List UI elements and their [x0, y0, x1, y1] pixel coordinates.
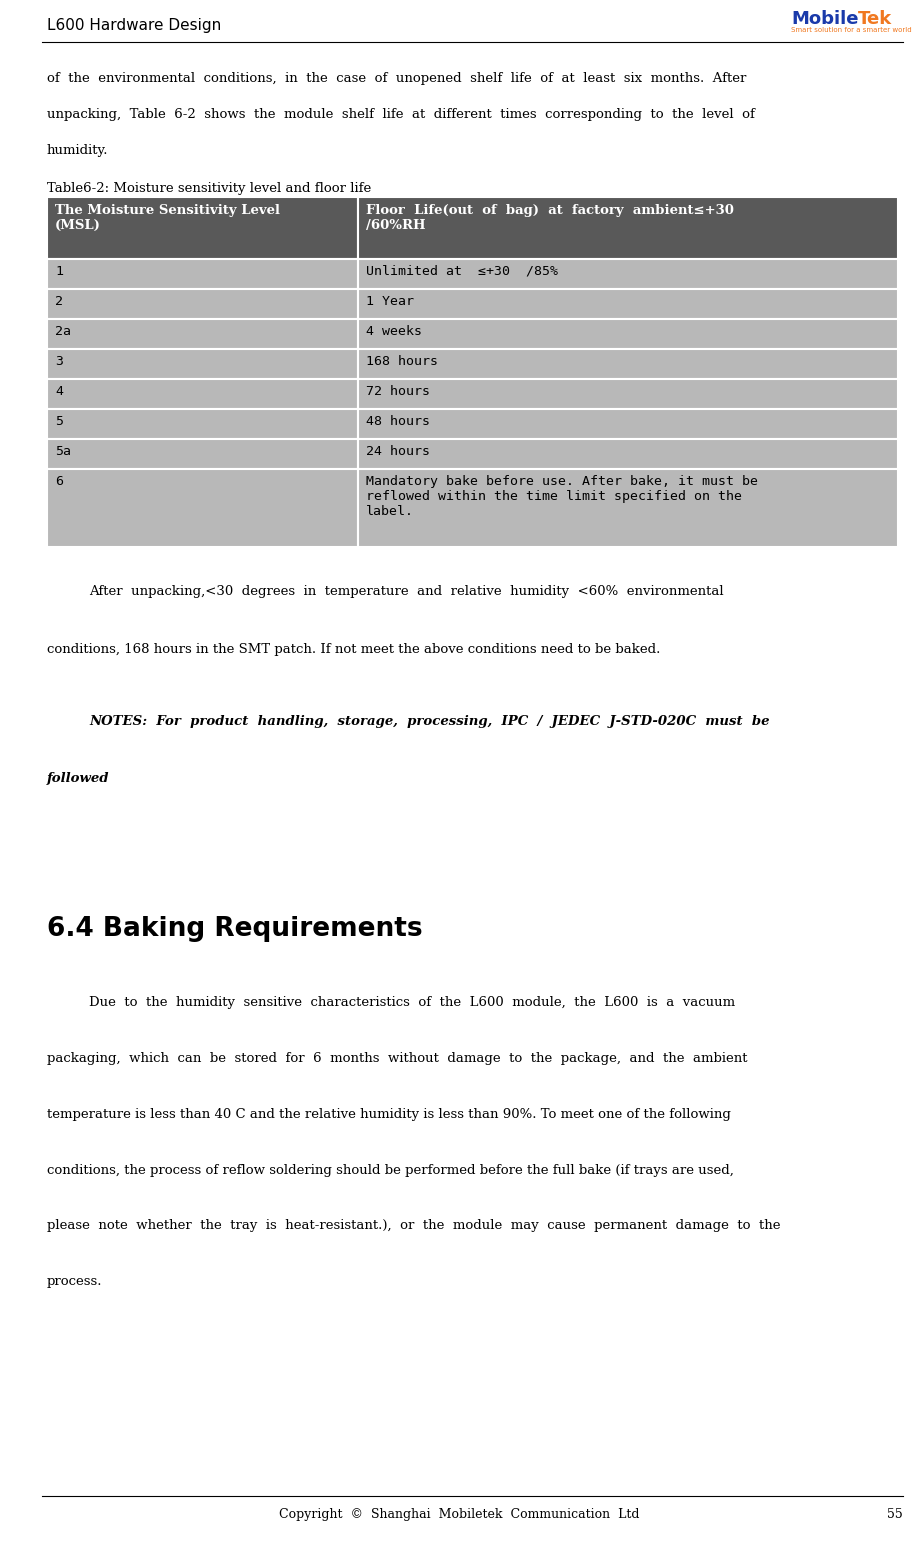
Text: L600 Hardware Design: L600 Hardware Design: [47, 18, 221, 32]
Bar: [358, 197, 898, 259]
Text: Unlimited at  ≤+30  /85%: Unlimited at ≤+30 /85%: [365, 265, 557, 277]
Text: 72 hours: 72 hours: [365, 385, 430, 398]
Text: followed: followed: [47, 772, 109, 786]
Text: 24 hours: 24 hours: [365, 445, 430, 458]
Bar: [47, 408, 358, 439]
Bar: [47, 197, 358, 259]
Text: unpacking,  Table  6-2  shows  the  module  shelf  life  at  different  times  c: unpacking, Table 6-2 shows the module sh…: [47, 108, 755, 122]
Bar: [358, 348, 898, 379]
Text: Tek: Tek: [858, 9, 892, 28]
Bar: [47, 439, 358, 468]
Text: of  the  environmental  conditions,  in  the  case  of  unopened  shelf  life  o: of the environmental conditions, in the …: [47, 72, 746, 85]
Text: conditions, the process of reflow soldering should be performed before the full : conditions, the process of reflow solder…: [47, 1163, 733, 1177]
Text: 2a: 2a: [55, 325, 71, 337]
Bar: [358, 259, 898, 290]
Text: temperature is less than 40 C and the relative humidity is less than 90%. To mee: temperature is less than 40 C and the re…: [47, 1108, 731, 1120]
Text: Smart solution for a smarter world: Smart solution for a smarter world: [791, 28, 912, 32]
Bar: [47, 290, 358, 319]
Text: 3: 3: [55, 354, 63, 368]
Bar: [47, 348, 358, 379]
Bar: [358, 408, 898, 439]
Bar: [47, 468, 358, 547]
Text: 4 weeks: 4 weeks: [365, 325, 421, 337]
Text: packaging,  which  can  be  stored  for  6  months  without  damage  to  the  pa: packaging, which can be stored for 6 mon…: [47, 1053, 747, 1065]
Text: Table6-2: Moisture sensitivity level and floor life: Table6-2: Moisture sensitivity level and…: [47, 182, 371, 196]
Text: Mobile: Mobile: [791, 9, 858, 28]
Text: The Moisture Sensitivity Level
(MSL): The Moisture Sensitivity Level (MSL): [55, 203, 280, 233]
Text: Mandatory bake before use. After bake, it must be
reflowed within the time limit: Mandatory bake before use. After bake, i…: [365, 475, 757, 518]
Bar: [358, 439, 898, 468]
Bar: [358, 290, 898, 319]
Bar: [358, 319, 898, 348]
Bar: [47, 319, 358, 348]
Text: 6: 6: [55, 475, 63, 488]
Bar: [358, 468, 898, 547]
Text: After  unpacking,<30  degrees  in  temperature  and  relative  humidity  <60%  e: After unpacking,<30 degrees in temperatu…: [89, 586, 723, 598]
Text: process.: process.: [47, 1276, 103, 1288]
Bar: [358, 379, 898, 408]
Text: Floor  Life(out  of  bag)  at  factory  ambient≤+30
/60%RH: Floor Life(out of bag) at factory ambien…: [365, 203, 733, 233]
Text: Due  to  the  humidity  sensitive  characteristics  of  the  L600  module,  the : Due to the humidity sensitive characteri…: [89, 995, 735, 1009]
Text: Copyright  ©  Shanghai  Mobiletek  Communication  Ltd: Copyright © Shanghai Mobiletek Communica…: [279, 1509, 639, 1521]
Text: 48 hours: 48 hours: [365, 415, 430, 428]
Text: 5: 5: [55, 415, 63, 428]
Text: conditions, 168 hours in the SMT patch. If not meet the above conditions need to: conditions, 168 hours in the SMT patch. …: [47, 643, 660, 655]
Text: 4: 4: [55, 385, 63, 398]
Text: 2: 2: [55, 294, 63, 308]
Text: 168 hours: 168 hours: [365, 354, 438, 368]
Bar: [47, 379, 358, 408]
Text: please  note  whether  the  tray  is  heat-resistant.),  or  the  module  may  c: please note whether the tray is heat-res…: [47, 1219, 780, 1233]
Text: 1: 1: [55, 265, 63, 277]
Text: NOTES:  For  product  handling,  storage,  processing,  IPC  /  JEDEC  J-STD-020: NOTES: For product handling, storage, pr…: [89, 715, 769, 727]
Bar: [47, 259, 358, 290]
Text: 55: 55: [888, 1509, 903, 1521]
Text: 6.4 Baking Requirements: 6.4 Baking Requirements: [47, 917, 422, 942]
Text: 5a: 5a: [55, 445, 71, 458]
Text: humidity.: humidity.: [47, 143, 108, 157]
Text: 1 Year: 1 Year: [365, 294, 414, 308]
